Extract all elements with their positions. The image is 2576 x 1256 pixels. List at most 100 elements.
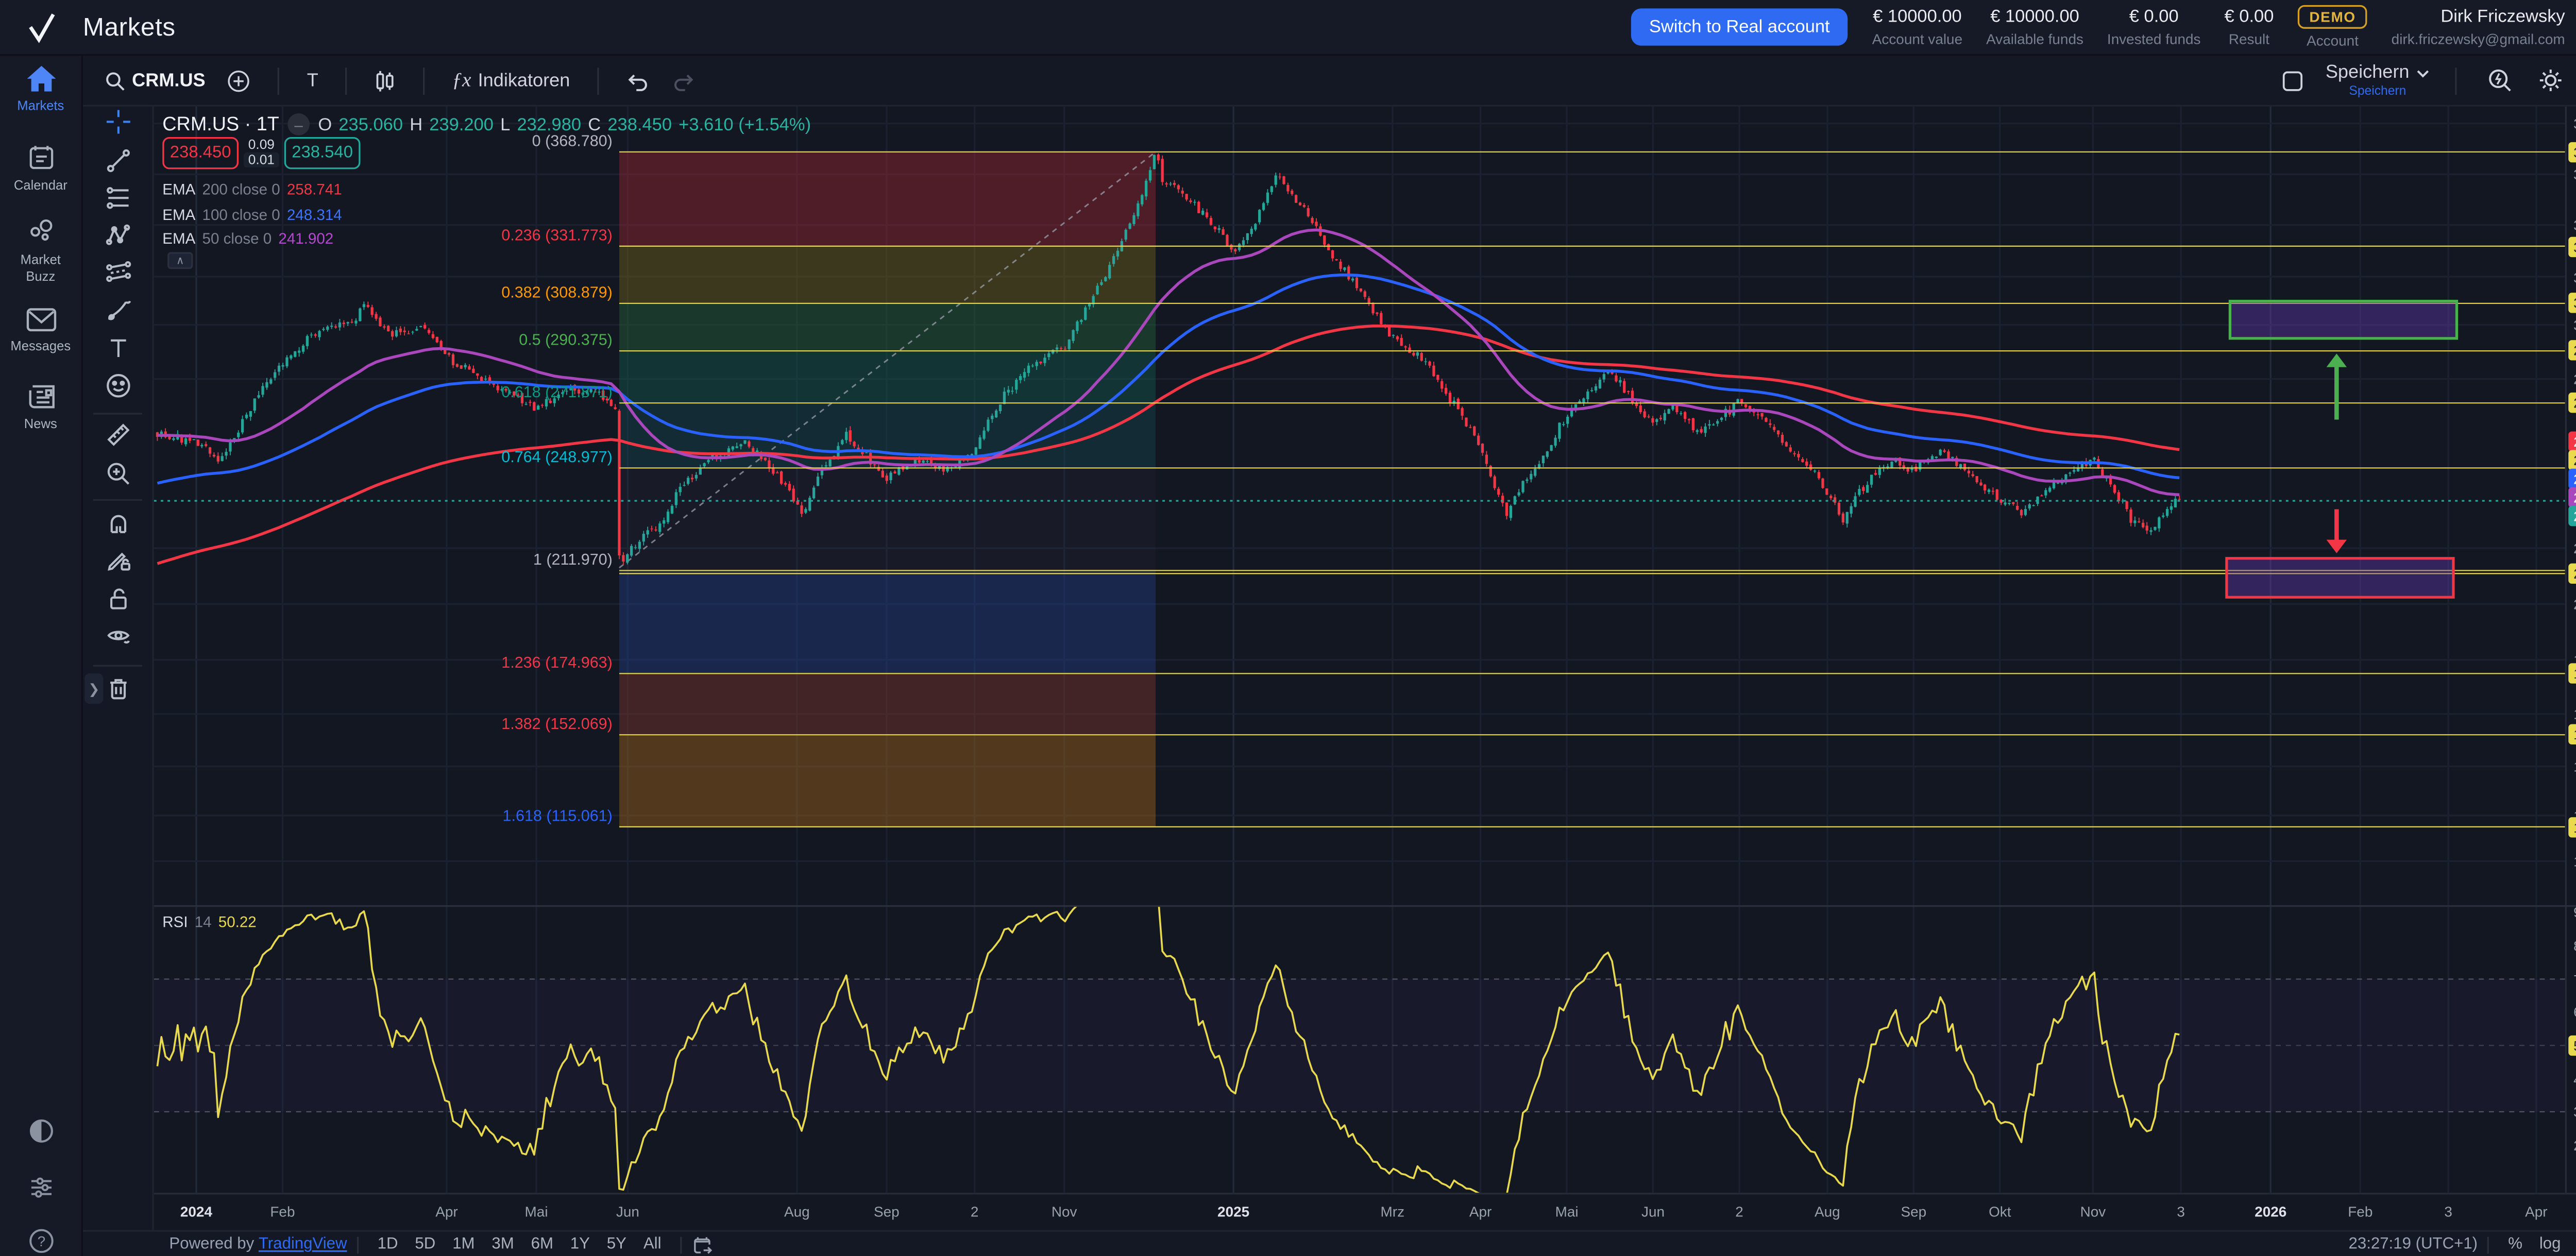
legend-collapse-icon[interactable]: – xyxy=(287,113,310,135)
log-scale-button[interactable]: log xyxy=(2539,1235,2561,1254)
emoji-tool[interactable] xyxy=(104,372,131,400)
app-logo[interactable] xyxy=(0,11,83,43)
price-label-chip: 290.375 xyxy=(2568,341,2576,361)
sidebar-item-messages[interactable]: Messages xyxy=(0,306,81,354)
sidebar-item-news[interactable]: News xyxy=(0,382,81,433)
price-scale[interactable]: 380.000 360.000 340.000 320.000 300.000 280.0… xyxy=(2565,106,2576,1193)
range-button-3m[interactable]: 3M xyxy=(492,1235,514,1254)
ema-50-legend[interactable]: EMA 50 close 0 241.902 xyxy=(162,230,334,247)
newspaper-icon xyxy=(28,385,54,409)
user-info: Dirk Friczewsky dirk.friczewsky@gmail.co… xyxy=(2391,7,2565,47)
compare-add-symbol-button[interactable] xyxy=(222,65,256,95)
go-to-date-icon xyxy=(693,1236,712,1253)
preferences-button[interactable] xyxy=(0,1173,81,1201)
auto-scale-button[interactable]: auto xyxy=(2569,1235,2576,1253)
interval-button[interactable]: T xyxy=(302,67,324,94)
sidebar-item-market-buzz[interactable]: Market Buzz xyxy=(0,216,81,285)
range-button-5d[interactable]: 5D xyxy=(415,1235,436,1254)
rsi-legend[interactable]: RSI 14 50.22 xyxy=(162,913,257,931)
trend-line-tool[interactable] xyxy=(104,147,131,175)
fib-label: 0.5 (290.375) xyxy=(519,331,613,349)
time-tick: Nov xyxy=(2080,1202,2106,1220)
magnet-tool[interactable] xyxy=(104,510,131,537)
price-tick: 220.000 xyxy=(2573,540,2576,557)
time-tick: Feb xyxy=(2348,1202,2373,1220)
chart-canvas[interactable]: 0 (368.780) 0.236 (331.773) 0.382 (308.879… xyxy=(154,106,2576,1230)
crosshair-tool[interactable] xyxy=(104,108,131,135)
fib-label: 0.618 (271.871) xyxy=(501,383,613,401)
chart-plot[interactable]: 0 (368.780) 0.236 (331.773) 0.382 (308.879… xyxy=(154,106,2576,1193)
sidebar-item-calendar[interactable]: Calendar xyxy=(0,142,81,194)
brush-tool[interactable] xyxy=(104,296,131,324)
pattern-tool[interactable] xyxy=(104,222,131,249)
rsi-value-chip: 50.22 xyxy=(2568,1034,2576,1055)
time-tick: Sep xyxy=(1901,1202,1927,1220)
quote-panel: 238.450 0.09 0.01 238.540 xyxy=(162,137,361,169)
indicators-button[interactable]: ƒx Indikatoren xyxy=(447,64,575,96)
buy-button[interactable]: 238.540 xyxy=(284,137,361,169)
price-tick: 120.000 xyxy=(2573,807,2576,824)
time-tick: Mai xyxy=(524,1202,548,1220)
measure-tool[interactable] xyxy=(104,421,131,449)
remove-drawings-tool[interactable] xyxy=(104,675,131,702)
range-button-all[interactable]: All xyxy=(643,1235,662,1254)
sell-button[interactable]: 238.450 xyxy=(162,137,239,169)
indicators-collapse-button[interactable]: ∧ xyxy=(167,252,193,269)
flash-search-icon xyxy=(2489,69,2511,92)
clock-text[interactable]: 23:27:19 (UTC+1) xyxy=(2348,1235,2478,1254)
bottom-toolbar: Powered by TradingView 1D 5D 1M 3M 6M 1Y 5Y All… xyxy=(82,1230,2576,1256)
pane-separator[interactable] xyxy=(154,905,2576,907)
range-button-6m[interactable]: 6M xyxy=(531,1235,553,1254)
text-tool[interactable] xyxy=(104,335,131,362)
ema-200-legend[interactable]: EMA 200 close 0 258.741 xyxy=(162,181,342,198)
spread: 0.09 0.01 xyxy=(242,137,281,169)
time-tick: 3 xyxy=(2177,1202,2185,1220)
chart-settings-button[interactable] xyxy=(2533,64,2568,96)
tradingview-link[interactable]: TradingView xyxy=(258,1235,347,1254)
price-label-chip: 368.780 xyxy=(2568,142,2576,162)
lock-all-tool[interactable] xyxy=(104,585,131,613)
rsi-tick: 90.00 xyxy=(2573,904,2576,921)
time-tick: Sep xyxy=(874,1202,900,1220)
range-button-5y[interactable]: 5Y xyxy=(606,1235,626,1254)
zoom-in-tool[interactable] xyxy=(104,460,131,487)
projection-tool[interactable] xyxy=(104,259,131,286)
percent-scale-button[interactable]: % xyxy=(2508,1235,2522,1254)
fib-label: 1.618 (115.061) xyxy=(503,807,613,824)
chart-style-button[interactable] xyxy=(369,65,401,95)
time-tick: Mrz xyxy=(1380,1202,1405,1220)
drawing-mode-tool[interactable] xyxy=(104,547,131,574)
demo-account-badge: DEMO Account xyxy=(2297,5,2368,49)
symbol-search-button[interactable]: CRM.US xyxy=(100,67,211,94)
ema-100-legend[interactable]: EMA 100 close 0 248.314 xyxy=(162,206,342,223)
price-label-chip: 152.069 xyxy=(2568,724,2576,745)
toolbar-divider xyxy=(93,413,142,415)
toolbar-expand-button[interactable]: ❯ xyxy=(84,673,104,704)
hide-all-tool[interactable] xyxy=(104,623,131,650)
time-tick: Mai xyxy=(1555,1202,1579,1220)
time-scale[interactable]: 2024 Feb Apr Mai Jun Aug Sep 2 Nov 2025 Mrz Apr Mai J… xyxy=(154,1193,2576,1230)
undo-button[interactable] xyxy=(621,67,655,94)
time-tick: Okt xyxy=(1989,1202,2011,1220)
price-tick: 280.000 xyxy=(2573,370,2576,387)
envelope-icon xyxy=(26,308,56,332)
range-button-1m[interactable]: 1M xyxy=(452,1235,475,1254)
range-button-1y[interactable]: 1Y xyxy=(570,1235,590,1254)
fib-retracement-tool[interactable] xyxy=(104,184,131,212)
go-to-date-button[interactable] xyxy=(692,1234,712,1254)
range-button-1d[interactable]: 1D xyxy=(377,1235,398,1254)
help-button[interactable]: ? xyxy=(0,1227,81,1255)
save-layout-button[interactable]: Speichern Speichern xyxy=(2326,63,2430,97)
price-tick: 320.000 xyxy=(2573,268,2576,285)
switch-to-real-account-button[interactable]: Switch to Real account xyxy=(1630,8,1849,46)
sidebar-item-markets[interactable]: Markets xyxy=(0,64,81,115)
price-tick: 140.000 xyxy=(2573,758,2576,775)
layout-select-button[interactable] xyxy=(2277,65,2311,95)
theme-toggle[interactable] xyxy=(0,1117,81,1146)
rsi-tick: 20.00 xyxy=(2573,1136,2576,1153)
quick-search-button[interactable] xyxy=(2482,64,2518,96)
price-label-chip: 238.450 xyxy=(2568,505,2576,527)
rsi-tick: 30.00 xyxy=(2573,1104,2576,1121)
redo-button[interactable] xyxy=(667,67,701,94)
